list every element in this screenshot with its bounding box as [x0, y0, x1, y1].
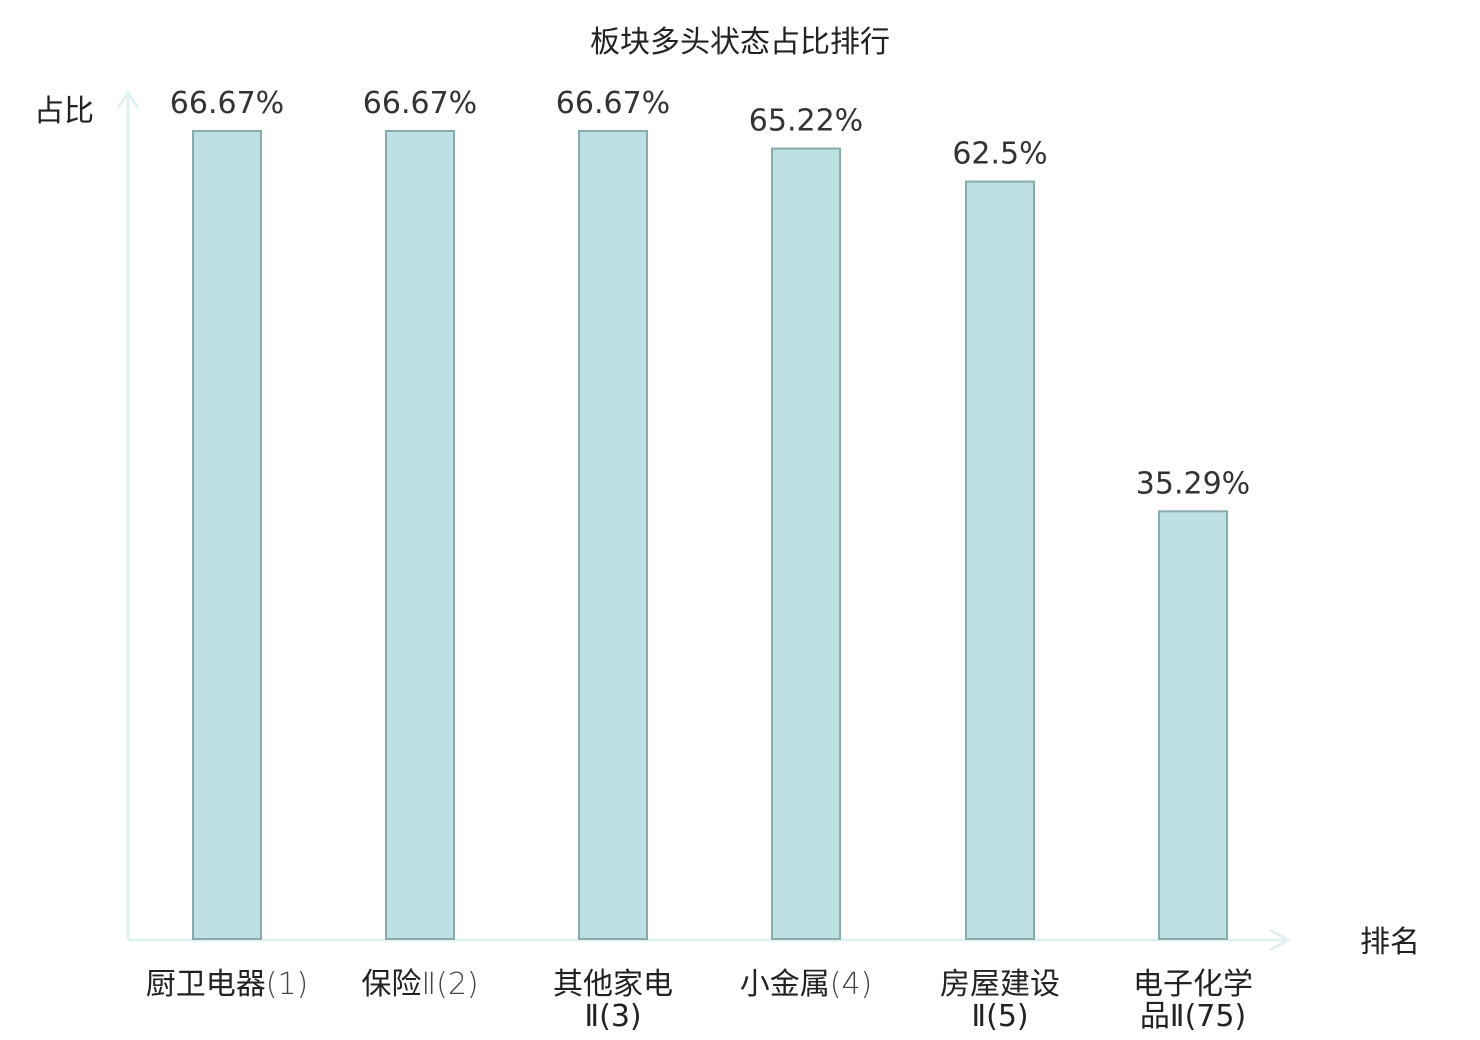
- value-label-4: 65.22%: [749, 104, 863, 139]
- bar-3: [578, 130, 648, 940]
- category-label-6: 电子化学: [1133, 967, 1253, 1002]
- bar-1: [192, 130, 262, 940]
- value-label-5: 62.5%: [952, 137, 1047, 172]
- bar-4: [771, 147, 841, 940]
- category-label-4: 小金属(4): [740, 967, 873, 1002]
- bars-group: 66.67% 66.67% 66.67% 65.22% 62.5% 35.29%: [170, 86, 1250, 940]
- value-label-3: 66.67%: [556, 86, 670, 121]
- chart-title: 板块多头状态占比排行: [590, 25, 890, 60]
- category-label-3: 其他家电: [553, 967, 673, 1002]
- y-axis-arrow: [116, 89, 140, 109]
- category-label-6-line2: 品Ⅱ(75): [1140, 999, 1246, 1034]
- category-label-3-line2: Ⅱ(3): [584, 999, 641, 1034]
- y-axis-label: 占比: [34, 94, 94, 129]
- bar-2: [385, 130, 455, 940]
- bar-5: [965, 180, 1035, 940]
- bar-6: [1158, 510, 1228, 940]
- value-label-6: 35.29%: [1136, 466, 1250, 501]
- category-label-2: 保险Ⅱ(2): [361, 967, 478, 1002]
- x-axis-arrow: [1269, 928, 1292, 952]
- category-label-1: 厨卫电器(1): [146, 967, 309, 1002]
- category-label-5-line2: Ⅱ(5): [971, 999, 1028, 1034]
- x-axis-label: 排名: [1360, 925, 1420, 960]
- value-label-1: 66.67%: [170, 86, 284, 121]
- category-label-5: 房屋建设: [940, 967, 1060, 1002]
- value-label-2: 66.67%: [363, 86, 477, 121]
